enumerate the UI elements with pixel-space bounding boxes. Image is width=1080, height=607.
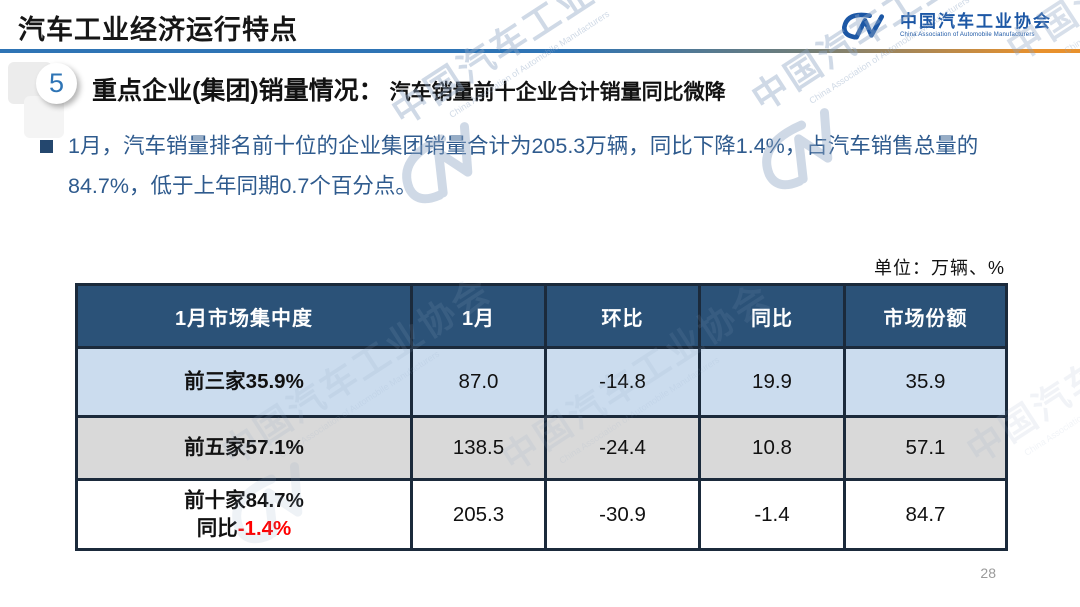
header-cell-month: 1月 [410, 283, 547, 349]
caam-logo: 中国汽车工业协会 China Association of Automobile… [836, 10, 1052, 41]
bullet-line-1: 1月，汽车销量排名前十位的企业集团销量合计为205.3万辆，同比下降1.4%，占… [68, 134, 979, 158]
cell-value: 87.0 [410, 346, 547, 418]
row-label-line1: 前十家84.7% [184, 488, 304, 512]
header-cell-concentration: 1月市场集中度 [75, 283, 413, 349]
caam-cm-swoosh-icon [836, 10, 892, 41]
row-label-line2: 同比 [196, 516, 238, 540]
cell-value: 205.3 [410, 478, 547, 551]
title-divider [0, 49, 1080, 53]
cell-value: -30.9 [544, 478, 701, 551]
bullet-paragraph: 1月，汽车销量排名前十位的企业集团销量合计为205.3万辆，同比下降1.4%，占… [40, 126, 1050, 206]
row-label-yoy-red: -1.4% [237, 516, 292, 540]
cell-value: 138.5 [410, 415, 547, 481]
header-cell-yoy: 同比 [698, 283, 846, 349]
row-label: 前三家35.9% [75, 346, 413, 418]
page-title: 汽车工业经济运行特点 [18, 15, 298, 45]
logo-name-en: China Association of Automobile Manufact… [900, 31, 1035, 38]
cell-value: -14.8 [544, 346, 701, 418]
watermark-subtext: China Association of Automobile Manufact… [1022, 347, 1080, 458]
table-header-row: 1月市场集中度 1月 环比 同比 市场份额 [75, 283, 1008, 349]
cell-value: -1.4 [698, 478, 846, 551]
section-heading: 重点企业(集团)销量情况： 汽车销量前十企业合计销量同比微降 [92, 71, 726, 107]
header-cell-mom: 环比 [544, 283, 701, 349]
page-number: 28 [980, 565, 996, 581]
cell-value: 19.9 [698, 346, 846, 418]
logo-name-cn: 中国汽车工业协会 [900, 11, 1052, 31]
row-label: 前十家84.7% 同比-1.4% [75, 478, 413, 551]
cell-value: 10.8 [698, 415, 846, 481]
row-label: 前五家57.1% [75, 415, 413, 481]
cell-value: 35.9 [843, 346, 1008, 418]
watermark-text: 中国汽车工业协会 [384, 0, 669, 134]
unit-label: 单位：万辆、% [873, 258, 1005, 278]
bullet-line-2: 84.7%，低于上年同期0.7个百分点。 [68, 174, 417, 198]
section-heading-sub: 汽车销量前十企业合计销量同比微降 [389, 81, 726, 104]
market-concentration-table: 1月市场集中度 1月 环比 同比 市场份额 前三家35.9% 87.0 -14.… [75, 283, 1008, 551]
bullet-text: 1月，汽车销量排名前十位的企业集团销量合计为205.3万辆，同比下降1.4%，占… [68, 126, 978, 206]
table-row: 前五家57.1% 138.5 -24.4 10.8 57.1 [75, 415, 1008, 481]
watermark-subtext: China Association of Automobile Manufact… [1062, 0, 1080, 56]
section-heading-main: 重点企业(集团)销量情况： [92, 77, 384, 105]
header-cell-share: 市场份额 [843, 283, 1008, 349]
table-row: 前十家84.7% 同比-1.4% 205.3 -30.9 -1.4 84.7 [75, 478, 1008, 551]
cell-value: -24.4 [544, 415, 701, 481]
cell-value: 84.7 [843, 478, 1008, 551]
cell-value: 57.1 [843, 415, 1008, 481]
table-row: 前三家35.9% 87.0 -14.8 19.9 35.9 [75, 346, 1008, 418]
bullet-square-icon [40, 140, 53, 153]
section-number-badge: 5 [36, 63, 77, 104]
